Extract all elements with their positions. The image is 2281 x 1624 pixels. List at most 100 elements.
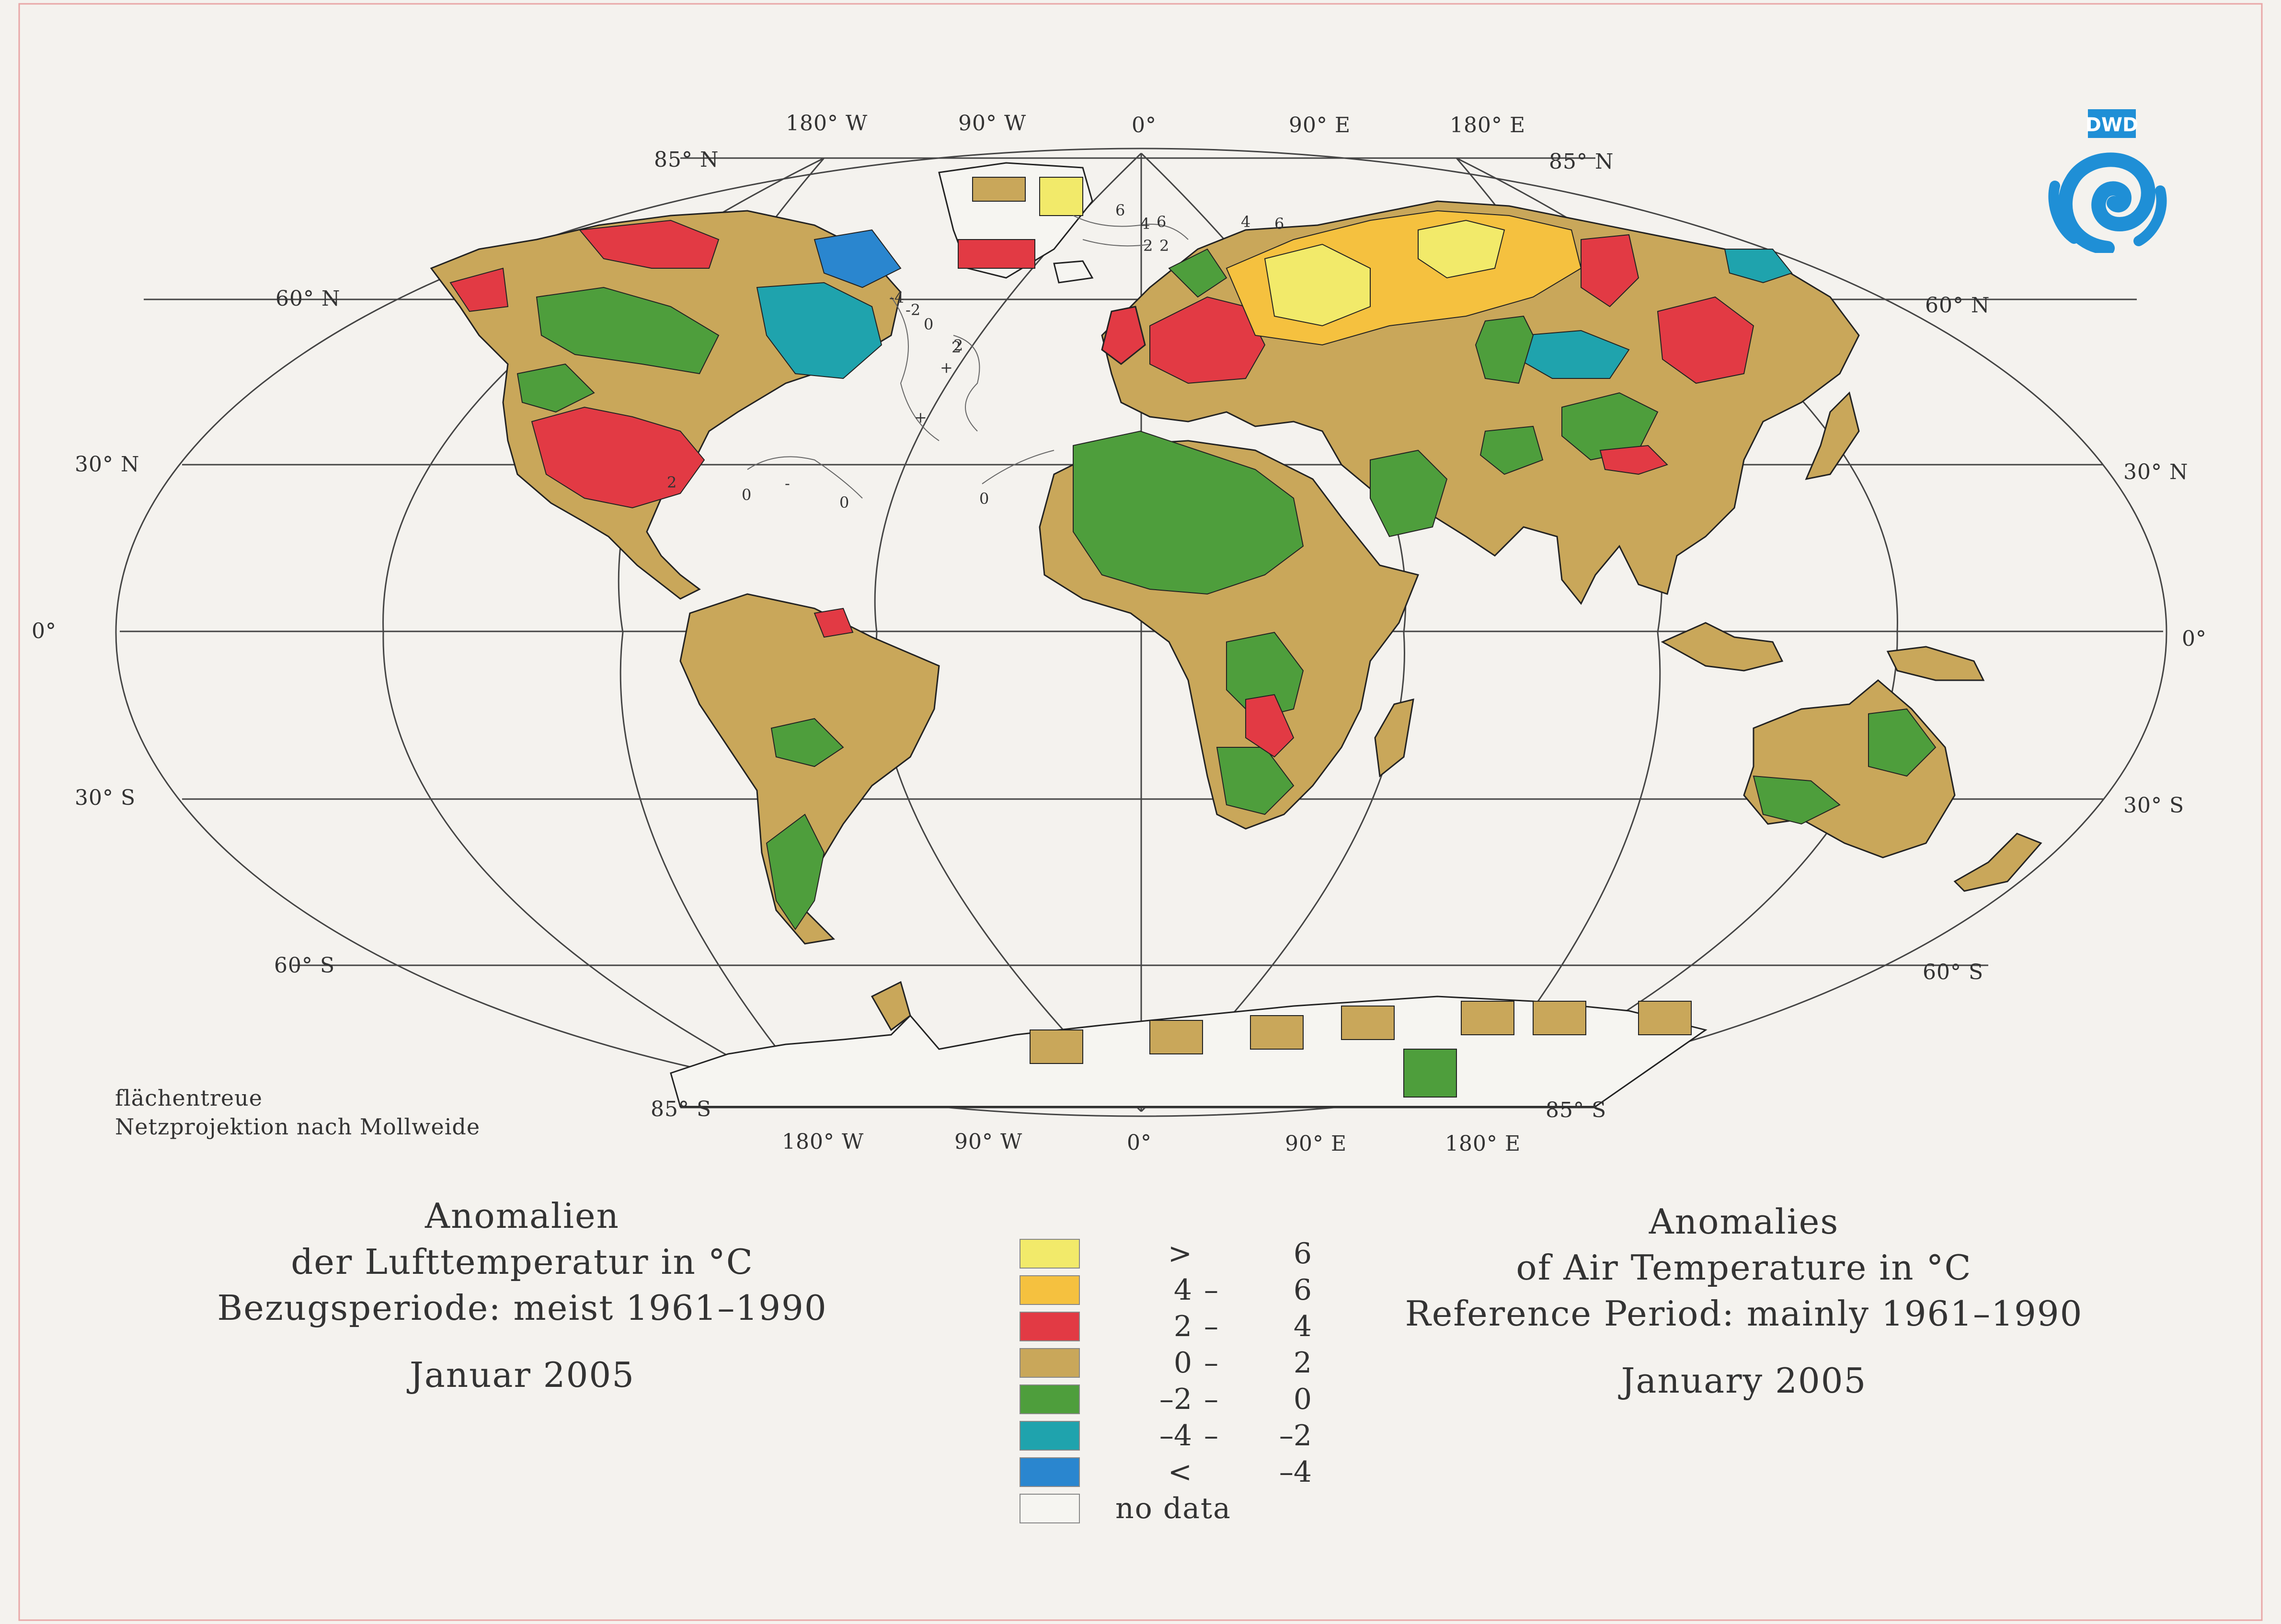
contour-label: 6 [1274, 215, 1284, 233]
patch-alaska-red [449, 267, 509, 312]
patch-china-red [1599, 445, 1668, 475]
lat-label-eq-right: 0° [2182, 627, 2207, 651]
patch-africa-green [1073, 430, 1304, 595]
legend-swatch [1020, 1494, 1080, 1523]
legend-hi: 6 [1293, 1237, 1312, 1270]
title-de-line1: Anomalien [425, 1196, 619, 1236]
lat-label-60s-right: 60° S [1923, 960, 1984, 984]
legend-swatch [1020, 1421, 1080, 1451]
lon-label-top-0: 0° [1132, 113, 1157, 137]
legend-dash: – [1204, 1346, 1218, 1380]
patch-canada-green [536, 286, 720, 375]
patch-antarctica-4 [1341, 1006, 1395, 1040]
patch-antarctica-3 [1250, 1015, 1304, 1050]
contour-label: 2 [953, 336, 963, 355]
lon-label-top-90e: 90° E [1289, 113, 1351, 137]
title-en-month: January 2005 [1621, 1361, 1867, 1401]
patch-australia-green-2 [1753, 775, 1841, 825]
dwd-logo-arc-left [2048, 181, 2079, 244]
dwd-logo: DWD [2048, 109, 2167, 253]
contour-label: 0 [839, 493, 849, 512]
contour-atlantic-1 [891, 297, 940, 441]
title-english: Anomalies of Air Temperature in °C Refer… [1365, 1199, 2122, 1404]
patch-arabia-green [1370, 449, 1448, 538]
lat-label-85n-right: 85° N [1549, 149, 1614, 174]
patch-usa-red [531, 406, 705, 509]
page-border [18, 3, 2263, 1621]
patch-amazon-red [814, 607, 854, 638]
projection-note-line1: flächentreue [115, 1085, 263, 1111]
lat-label-30n-right: 30° N [2123, 460, 2189, 484]
contour-label: - [785, 474, 790, 492]
legend-hi: 0 [1293, 1383, 1312, 1416]
patch-africa-south-green [1216, 747, 1295, 815]
new-guinea [1886, 646, 1985, 681]
contour-label: 0 [924, 315, 934, 333]
lat-label-60n-right: 60° N [1925, 293, 1990, 318]
patch-southamerica-green-2 [770, 718, 844, 767]
contour-atlantic-3 [747, 456, 863, 499]
contour-label: 4 [1140, 215, 1150, 233]
lon-label-top-180w: 180° W [786, 111, 868, 136]
patch-europe-red [1149, 296, 1266, 384]
legend-swatch [1020, 1312, 1080, 1341]
contour-label: -4 [889, 288, 905, 307]
indonesia [1661, 622, 1784, 672]
patch-labrador-blue [814, 229, 902, 288]
contour-arctic-1 [1073, 215, 1189, 240]
lat-label-eq-left: 0° [32, 619, 57, 643]
patch-tibet-green [1479, 425, 1544, 475]
patch-usa-green [516, 363, 595, 413]
legend-dash: – [1204, 1419, 1218, 1452]
lat-label-85s-left: 85° S [651, 1097, 712, 1121]
legend-hi: 4 [1293, 1310, 1312, 1343]
patch-africa-red [1245, 694, 1295, 758]
title-de-line3: Bezugsperiode: meist 1961–1990 [217, 1288, 827, 1328]
contour-atlantic-4 [982, 450, 1055, 484]
projection-note: flächentreue Netzprojektion nach Mollwei… [115, 1084, 480, 1141]
contour-atlantic-2 [953, 335, 980, 432]
patch-scandinavia-green [1168, 248, 1227, 298]
legend-lo: < [1168, 1455, 1192, 1489]
patch-east-siberia-teal [1724, 249, 1793, 284]
dwd-logo-text: DWD [2086, 114, 2139, 136]
contour-label: + [940, 358, 953, 377]
anomaly-patches [449, 177, 1937, 1098]
patch-antarctica-5 [1403, 1049, 1457, 1098]
iceland [1053, 260, 1094, 284]
patch-mongolia-red [1657, 296, 1754, 384]
contour-label: 0 [979, 490, 989, 508]
legend-dash: – [1204, 1383, 1218, 1416]
patch-antarctica-7 [1533, 1001, 1586, 1035]
australia [1743, 679, 1956, 858]
dwd-logo-spiral [2058, 152, 2155, 253]
legend-swatch [1020, 1457, 1080, 1487]
patch-russia-yellow [1264, 243, 1371, 327]
dwd-logo-box [2088, 109, 2136, 138]
lon-label-bottom-90e: 90° E [1285, 1132, 1347, 1156]
legend-no-data-label: no data [1115, 1492, 1231, 1525]
meridian-90w [874, 152, 1142, 1112]
legend-swatch [1020, 1275, 1080, 1305]
legend-dash: – [1204, 1310, 1218, 1343]
patch-siberia-yellow [1418, 219, 1505, 279]
legend-lo: 0 [1173, 1346, 1192, 1380]
legend-lo: 4 [1173, 1273, 1192, 1307]
japan [1805, 391, 1860, 480]
lon-label-bottom-180w: 180° W [782, 1130, 864, 1154]
title-german: Anomalien der Lufttemperatur in °C Bezug… [153, 1193, 891, 1398]
lat-label-30s-right: 30° S [2123, 793, 2185, 818]
legend-hi: 2 [1293, 1346, 1312, 1380]
antarctic-peninsula [871, 981, 911, 1031]
patch-siberia-red [1581, 234, 1639, 308]
patch-hudson-teal [756, 282, 883, 379]
legend-swatch [1020, 1239, 1080, 1269]
graticule [115, 148, 2167, 1117]
projection-note-line2: Netzprojektion nach Mollweide [115, 1114, 481, 1140]
patch-antarctica-8 [1638, 1001, 1692, 1035]
lon-label-top-180e: 180° E [1450, 113, 1526, 137]
title-de-line2: der Lufttemperatur in °C [291, 1242, 754, 1282]
contour-label: 0 [742, 486, 752, 504]
legend-hi: 6 [1293, 1273, 1312, 1307]
